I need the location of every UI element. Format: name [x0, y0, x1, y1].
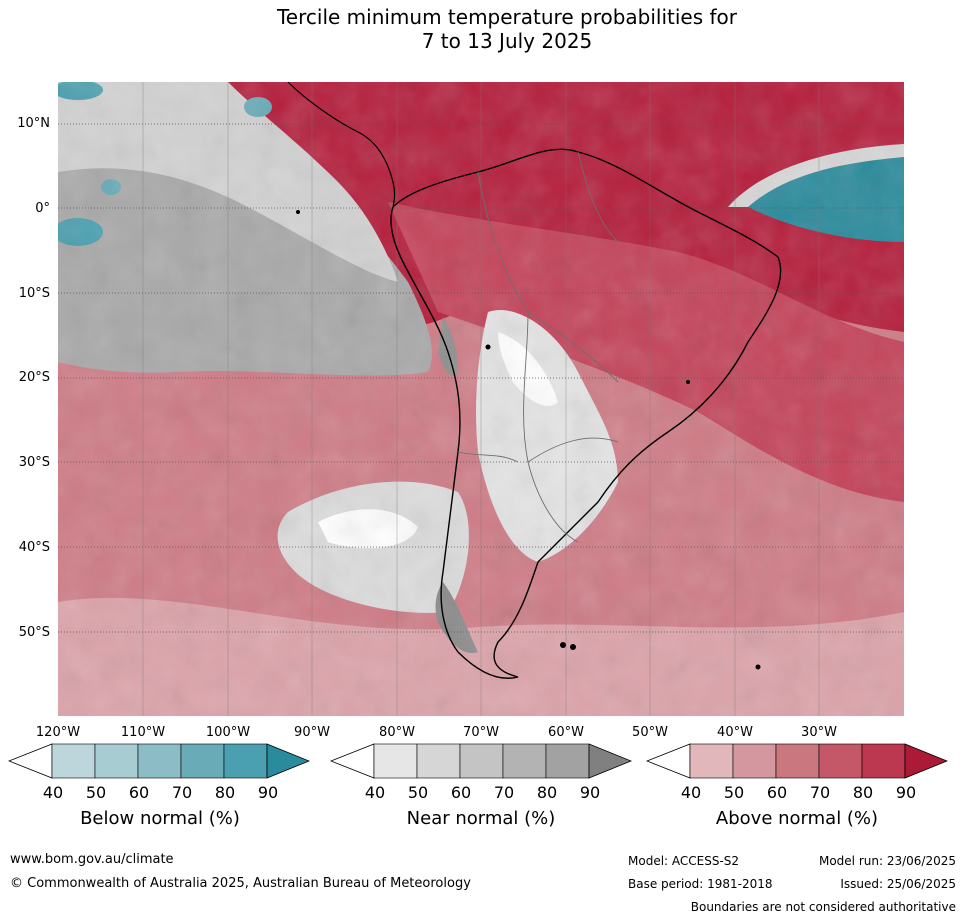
tick-label: 40	[42, 783, 64, 802]
tick-label: 50	[407, 783, 429, 802]
colorbar-low-extension	[330, 743, 375, 779]
tick-label: 80	[536, 783, 558, 802]
lat-label: 10°S	[18, 286, 50, 301]
country-borders	[457, 151, 619, 543]
title-line-2: 7 to 13 July 2025	[421, 29, 593, 53]
colorbar-high-extension	[266, 743, 310, 779]
tick-label: 80	[852, 783, 874, 802]
tick-label: 50	[85, 783, 107, 802]
tick-label: 40	[364, 783, 386, 802]
colorbar-swatch	[51, 743, 96, 779]
tick-label: 50	[723, 783, 745, 802]
tick-label: 80	[214, 783, 236, 802]
boundary-disclaimer: Boundaries are not considered authoritat…	[690, 900, 956, 914]
colorbar-swatch	[94, 743, 139, 779]
colorbar-below-normal	[8, 743, 310, 779]
colorbar-swatch	[545, 743, 590, 779]
colorbar-title-below: Below normal (%)	[80, 808, 240, 829]
lon-label: 70°W	[463, 725, 499, 740]
south-america-coastline	[390, 148, 782, 679]
lat-label: 40°S	[18, 540, 50, 555]
colorbar-swatch	[416, 743, 461, 779]
meridians	[142, 82, 820, 716]
colorbar-swatch	[732, 743, 777, 779]
colorbar-swatch	[818, 743, 863, 779]
colorbar-title-above: Above normal (%)	[715, 808, 879, 829]
tick-label: 60	[128, 783, 150, 802]
title-line-1: Tercile minimum temperature probabilitie…	[276, 5, 738, 29]
lat-label: 10°N	[17, 116, 50, 131]
colorbar-high-extension	[588, 743, 632, 779]
colorbar-swatch	[459, 743, 504, 779]
colorbar-swatch	[373, 743, 418, 779]
lon-label: 60°W	[548, 725, 584, 740]
colorbar-swatch	[180, 743, 225, 779]
colorbar-swatch	[775, 743, 820, 779]
colorbar-low-extension	[646, 743, 691, 779]
lon-label: 110°W	[120, 725, 166, 740]
lon-label: 100°W	[205, 725, 251, 740]
tick-label: 70	[809, 783, 831, 802]
central-america-coastline	[287, 82, 396, 208]
base-period: Base period: 1981-2018	[628, 877, 773, 891]
map-title: Tercile minimum temperature probabilitie…	[0, 5, 965, 53]
lat-label: 50°S	[18, 625, 50, 640]
probability-map	[58, 82, 904, 716]
issued-date: Issued: 25/06/2025	[840, 877, 956, 891]
colorbar-title-near: Near normal (%)	[406, 808, 556, 829]
tick-label: 70	[493, 783, 515, 802]
colorbar-high-extension	[904, 743, 948, 779]
colorbar-swatch	[861, 743, 906, 779]
islands	[296, 210, 761, 670]
tick-label: 90	[257, 783, 279, 802]
colorbar-swatch	[502, 743, 547, 779]
lon-label: 80°W	[379, 725, 415, 740]
model-name: Model: ACCESS-S2	[628, 854, 740, 868]
colorbar-above-normal	[646, 743, 948, 779]
lat-label: 30°S	[18, 455, 50, 470]
lat-label: 0°	[35, 201, 50, 216]
tick-label: 70	[171, 783, 193, 802]
website-link[interactable]: www.bom.gov.au/climate	[10, 852, 174, 867]
tick-label: 40	[680, 783, 702, 802]
lon-label: 30°W	[801, 725, 837, 740]
lat-label: 20°S	[18, 370, 50, 385]
copyright-text: © Commonwealth of Australia 2025, Austra…	[10, 876, 471, 891]
lon-label: 50°W	[632, 725, 668, 740]
tick-label: 60	[450, 783, 472, 802]
colorbar-swatch	[137, 743, 182, 779]
lon-label: 90°W	[294, 725, 330, 740]
lon-label: 120°W	[35, 725, 81, 740]
tick-label: 60	[766, 783, 788, 802]
lon-label: 40°W	[717, 725, 753, 740]
model-run: Model run: 23/06/2025	[818, 854, 956, 868]
colorbar-swatch	[689, 743, 734, 779]
tick-label: 90	[579, 783, 601, 802]
colorbar-near-normal	[330, 743, 632, 779]
tick-label: 90	[895, 783, 917, 802]
colorbar-swatch	[223, 743, 268, 779]
colorbar-low-extension	[8, 743, 53, 779]
